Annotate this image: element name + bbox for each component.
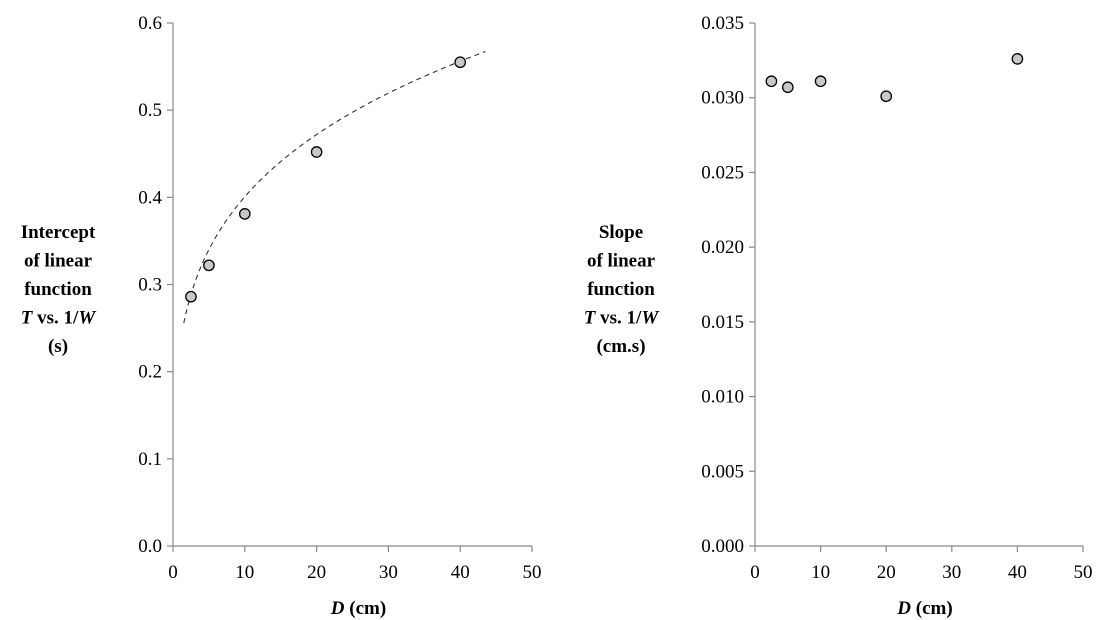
slope-chart: 0.000 0.005 0.010 0.015 0.020 0.025 0.030 0.035… (584, 13, 1093, 619)
data-point (185, 290, 197, 303)
x-tick-label: 20 (307, 562, 326, 583)
x-tick-label: 40 (451, 562, 470, 583)
y-tick-label: 0.035 (701, 13, 744, 34)
y-tick-label: 0.015 (701, 312, 744, 333)
data-point (765, 75, 778, 88)
x-tick-label: 10 (235, 562, 254, 583)
x-axis-label: D (cm) (896, 598, 952, 619)
y-axis-label-line: (s) (48, 336, 68, 357)
x-tick-label: 50 (523, 562, 542, 583)
y-axis-label-line: function (587, 279, 655, 300)
y-tick-label: 0.0 (138, 536, 162, 557)
y-axis-label-line: T vs. 1/W (21, 308, 97, 329)
data-point (880, 90, 893, 103)
y-tick-label: 0.005 (701, 461, 744, 482)
data-point (814, 75, 827, 88)
data-point (310, 146, 323, 158)
y-tick-label: 0.000 (701, 536, 744, 557)
x-tick-label: 30 (942, 562, 961, 583)
x-tick-label: 20 (877, 562, 896, 583)
x-tick-label: 10 (811, 562, 830, 583)
y-axis-label-line: of linear (587, 251, 656, 272)
y-tick-label: 0.6 (138, 13, 162, 34)
y-tick-label: 0.1 (138, 449, 162, 470)
x-tick-label: 0 (750, 562, 760, 583)
y-axis-label-line: Slope (599, 222, 643, 243)
y-tick-label: 0.2 (138, 362, 162, 383)
x-tick-label: 30 (379, 562, 398, 583)
y-axis-label-line: Intercept (21, 222, 96, 243)
data-point (454, 56, 467, 69)
data-point (781, 81, 794, 94)
data-point (203, 259, 215, 272)
data-point (1011, 53, 1024, 65)
data-point (238, 208, 251, 220)
y-axis-label-line: function (24, 279, 92, 300)
y-axis-label-line: T vs. 1/W (584, 308, 660, 329)
y-tick-label: 0.3 (138, 275, 162, 296)
y-tick-label: 0.020 (701, 237, 744, 258)
intercept-chart: 0.0 0.1 0.2 0.3 0.4 0.5 0.6 0 10 20 30 40 50 D (cm) In… (21, 13, 542, 619)
x-tick-label: 50 (1074, 562, 1093, 583)
x-axis-label: D (cm) (330, 598, 386, 619)
x-tick-label: 0 (168, 562, 178, 583)
x-tick-label: 40 (1008, 562, 1027, 583)
y-tick-label: 0.025 (701, 162, 744, 183)
trend-line (183, 51, 486, 324)
y-tick-label: 0.5 (138, 100, 162, 121)
y-tick-label: 0.4 (138, 187, 162, 208)
y-axis-label-line: (cm.s) (596, 336, 645, 357)
y-axis-label-line: of linear (24, 251, 93, 272)
y-tick-label: 0.010 (701, 387, 744, 408)
y-tick-label: 0.030 (701, 88, 744, 109)
